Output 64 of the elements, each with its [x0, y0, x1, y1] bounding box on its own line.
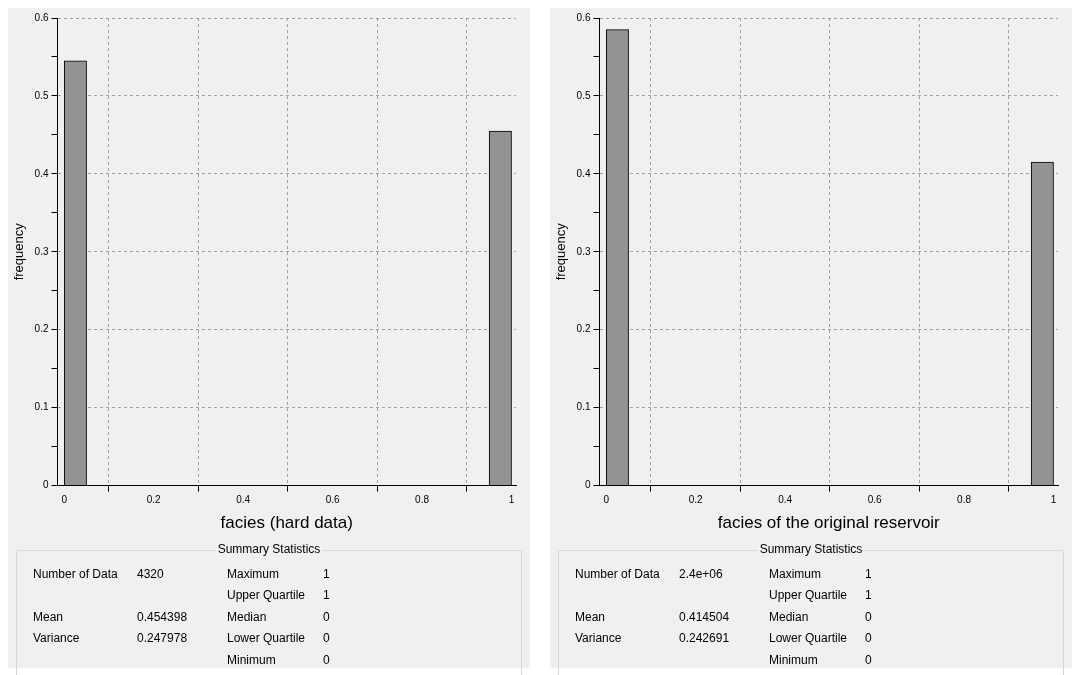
x-tick-label: 0.6	[325, 494, 340, 506]
y-tick-label: 0.2	[576, 323, 591, 335]
text: Variance	[33, 631, 81, 646]
y-tick-label: 0.1	[34, 401, 49, 413]
y-tick-label: 0.2	[34, 323, 49, 335]
y-tick-label: 0	[42, 479, 49, 491]
text: 1	[323, 588, 331, 603]
y-tick-label: 0.5	[34, 89, 49, 101]
text: Mean	[33, 609, 65, 624]
text: Minimum	[769, 652, 819, 667]
x-tick-label: 0.4	[236, 494, 251, 506]
text: 0.247978	[137, 631, 189, 646]
y-axis-title: frequency	[11, 222, 27, 281]
text: 1	[865, 566, 873, 581]
y-tick-label: 0.5	[576, 89, 591, 101]
text: 0.242691	[679, 631, 731, 646]
text: 0	[865, 652, 873, 667]
y-tick-label: 0.3	[576, 245, 591, 257]
text: 4320	[137, 566, 165, 581]
text: Maximum	[769, 566, 822, 581]
y-tick-label: 0.6	[34, 11, 49, 23]
text: Maximum	[227, 566, 280, 581]
y-tick-label: 0.3	[34, 245, 49, 257]
text: Lower Quartile	[769, 631, 849, 646]
text: 0	[865, 631, 873, 646]
text: Lower Quartile	[227, 631, 307, 646]
text: 0	[323, 631, 331, 646]
y-axis-title: frequency	[553, 222, 569, 281]
x-tick-label: 0.6	[867, 494, 882, 506]
x-tick-label: 0.8	[957, 494, 972, 506]
text: Summary Statistics	[757, 542, 865, 556]
y-tick-label: 0	[584, 479, 591, 491]
text: 0.414504	[679, 609, 731, 624]
x-axis-title: facies (hard data)	[220, 513, 353, 533]
text: 0	[323, 609, 331, 624]
text: 1	[865, 588, 873, 603]
y-tick-label: 0.1	[576, 401, 591, 413]
x-tick-label: 1	[1050, 494, 1057, 506]
text: Summary Statistics	[215, 542, 323, 556]
x-tick-label: 0.4	[778, 494, 793, 506]
text: 2.4e+06	[679, 566, 724, 581]
text: 1	[323, 566, 331, 581]
y-tick-label: 0.6	[576, 11, 591, 23]
y-tick-label: 0.4	[34, 167, 49, 179]
text: Minimum	[227, 652, 277, 667]
x-tick-label: 1	[508, 494, 515, 506]
text: Number of Data	[575, 566, 661, 581]
x-axis-title: facies of the original reservoir	[717, 513, 941, 533]
text: Upper Quartile	[769, 588, 849, 603]
x-tick-label: 0.2	[146, 494, 162, 506]
text: Median	[227, 609, 268, 624]
text: Median	[769, 609, 810, 624]
text: Number of Data	[33, 566, 119, 581]
x-tick-label: 0	[603, 494, 610, 506]
x-tick-label: 0.8	[415, 494, 430, 506]
text: Mean	[575, 609, 607, 624]
x-tick-label: 0.2	[688, 494, 704, 506]
x-tick-label: 0	[61, 494, 68, 506]
text: 0	[865, 609, 873, 624]
text: Upper Quartile	[227, 588, 307, 603]
text: 0	[323, 652, 331, 667]
y-tick-label: 0.4	[576, 167, 591, 179]
text: 0.454398	[137, 609, 189, 624]
text: Variance	[575, 631, 623, 646]
